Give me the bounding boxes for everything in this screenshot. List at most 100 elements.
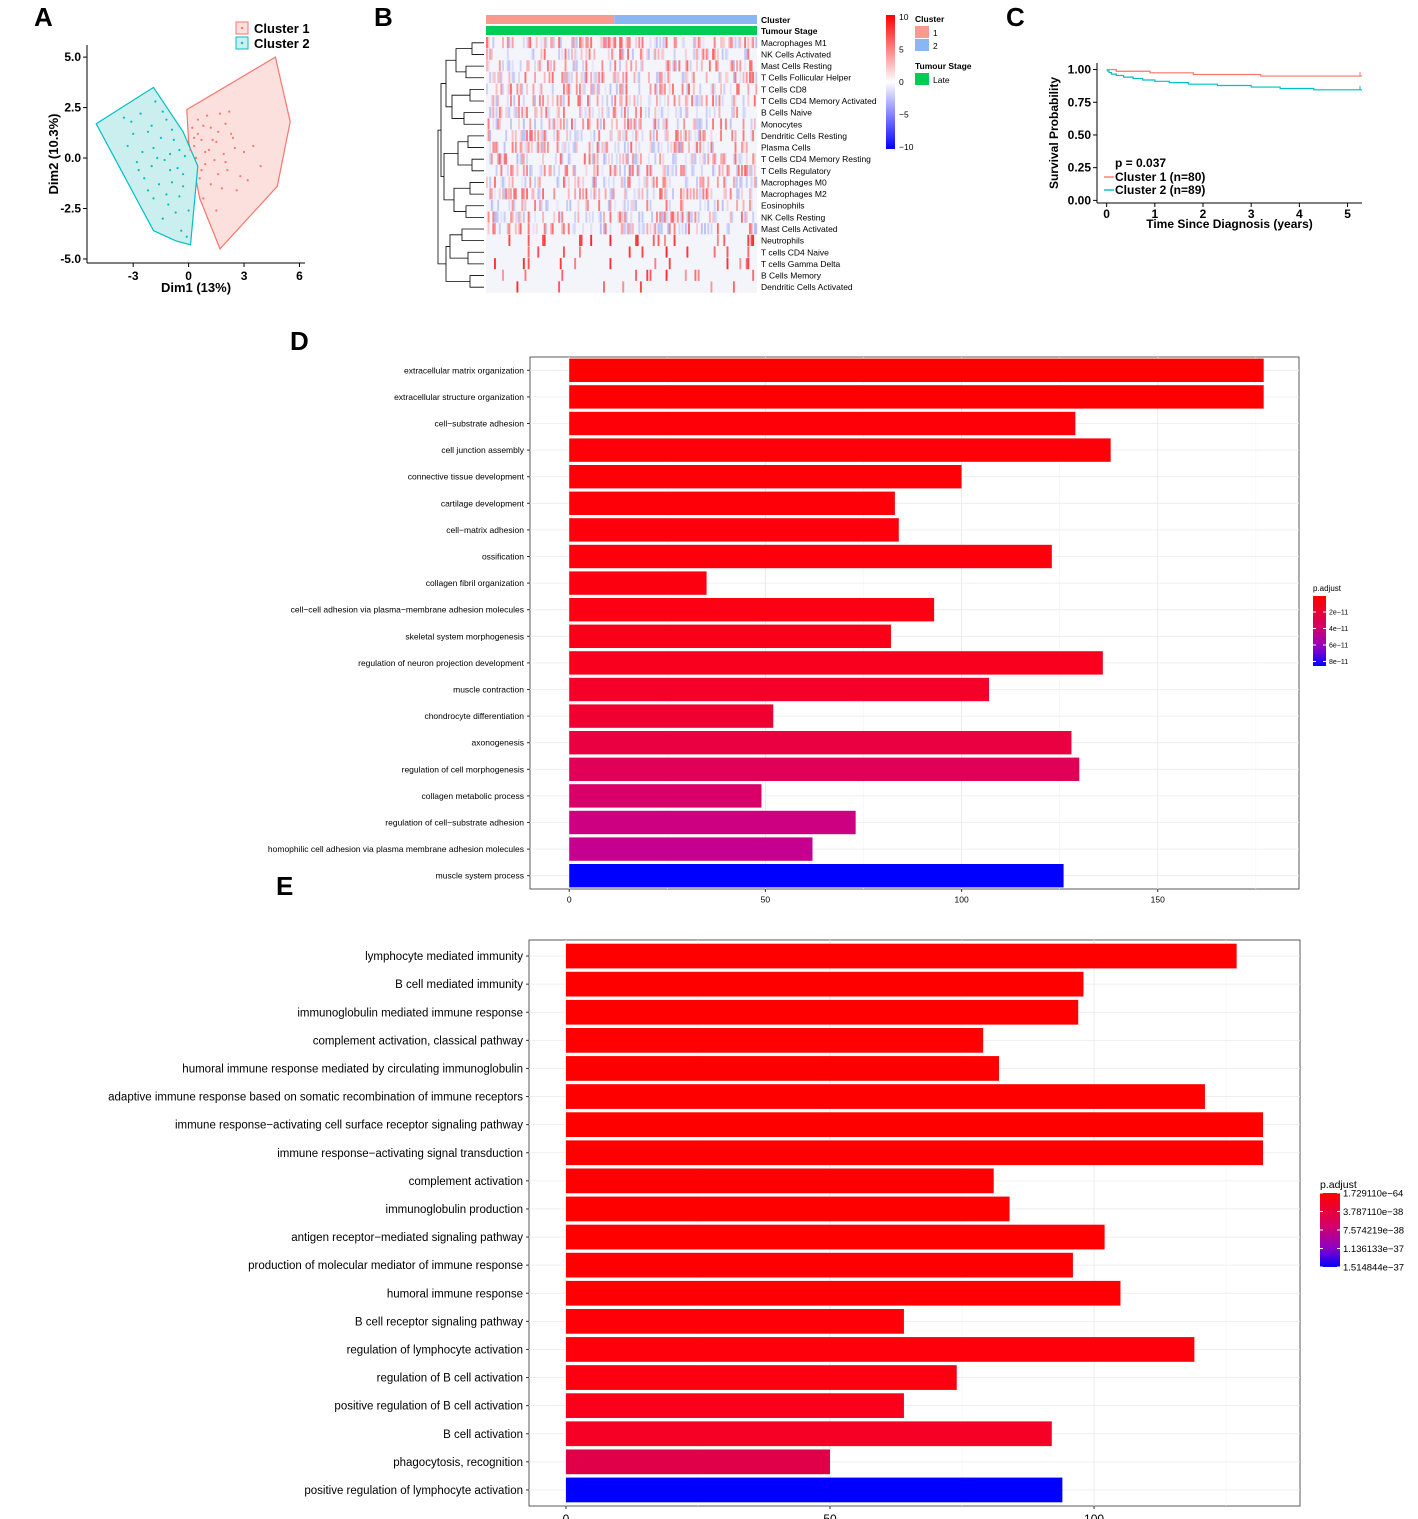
- heatmap-cell: [489, 176, 492, 188]
- heatmap-cell: [534, 199, 537, 212]
- heatmap-cell: [521, 176, 524, 188]
- heatmap-cell: [521, 83, 524, 95]
- legend-label: Cluster 2: [254, 36, 310, 51]
- heatmap-cell: [596, 165, 599, 177]
- heatmap-cell: [537, 188, 540, 200]
- heatmap-cell: [511, 60, 514, 72]
- heatmap-cell: [548, 60, 551, 72]
- heatmap-cell: [590, 37, 593, 49]
- heatmap-cell: [609, 83, 612, 95]
- heatmap-cell: [639, 95, 642, 107]
- scatter-point-cluster-1: [228, 110, 231, 113]
- heatmap-row-label: Mast Cells Activated: [761, 224, 838, 234]
- panel-letter-a: A: [34, 2, 53, 32]
- heatmap-cell: [684, 176, 687, 188]
- dendrogram-branch: [445, 59, 456, 108]
- heatmap-cell: [599, 118, 602, 130]
- legend-colorbar: [1320, 1193, 1340, 1267]
- heatmap-cell: [737, 188, 740, 200]
- heatmap-cell: [700, 48, 703, 60]
- heatmap-cell: [646, 176, 649, 188]
- heatmap-cell: [692, 188, 695, 200]
- heatmap-cell: [490, 188, 493, 200]
- heatmap-cell: [718, 106, 721, 118]
- heatmap-cell: [603, 153, 605, 165]
- p-value-annotation: p = 0.037: [1115, 156, 1166, 170]
- heatmap-cell: [524, 71, 527, 84]
- heatmap-row-label: B Cells Naive: [761, 108, 812, 118]
- heatmap-cell: [519, 141, 522, 153]
- heatmap-cell: [740, 165, 743, 177]
- scatter-point-cluster-2: [161, 217, 164, 220]
- heatmap-cell: [740, 176, 743, 188]
- panel-letter-b: B: [374, 2, 393, 32]
- heatmap-cell: [657, 106, 660, 118]
- heatmap-cell: [678, 141, 681, 153]
- heatmap-cell: [652, 188, 655, 200]
- heatmap-cell: [639, 60, 642, 72]
- heatmap-cell: [716, 199, 719, 212]
- heatmap-cell: [684, 60, 687, 72]
- heatmap-cell: [696, 48, 698, 60]
- category-label: positive regulation of lymphocyte activa…: [304, 1485, 523, 1497]
- scatter-point-cluster-1: [202, 124, 205, 127]
- heatmap-cell: [546, 199, 549, 212]
- heatmap-cell: [737, 153, 740, 165]
- scatter-point-cluster-1: [193, 136, 196, 139]
- heatmap-cell: [657, 118, 660, 130]
- heatmap-cell: [686, 188, 689, 200]
- heatmap-cell: [702, 153, 705, 165]
- heatmap-cell: [663, 188, 666, 200]
- heatmap-cell: [683, 118, 686, 130]
- category-label: regulation of lymphocyte activation: [347, 1344, 523, 1356]
- heatmap-cell: [639, 118, 642, 130]
- heatmap-cell: [627, 199, 630, 212]
- x-tick-label: 3: [1248, 207, 1255, 221]
- heatmap-cell: [487, 211, 490, 223]
- category-label: regulation of cell morphogenesis: [402, 764, 524, 774]
- heatmap-cell: [726, 48, 729, 60]
- heatmap-cell: [510, 188, 512, 200]
- heatmap-cell: [638, 118, 641, 130]
- heatmap-cell: [505, 106, 508, 118]
- dendrogram-branch: [443, 152, 458, 201]
- heatmap-cell: [607, 106, 610, 118]
- heatmap-cell: [657, 141, 660, 153]
- heatmap-cell: [572, 165, 575, 177]
- scatter-point-cluster-2: [185, 235, 188, 238]
- heatmap-cell: [564, 60, 567, 72]
- heatmap-cell: [543, 165, 546, 177]
- heatmap-cell: [612, 71, 615, 84]
- heatmap-cell: [745, 48, 748, 60]
- heatmap-cell: [631, 48, 634, 60]
- heatmap-cell: [489, 48, 492, 60]
- scatter-point-cluster-2: [146, 130, 150, 133]
- heatmap-cell: [667, 71, 670, 84]
- heatmap-cell: [625, 153, 628, 165]
- heatmap-cell: [508, 176, 511, 188]
- heatmap-cell: [620, 106, 623, 118]
- heatmap-cell: [627, 118, 630, 130]
- heatmap-cell: [550, 37, 553, 49]
- heatmap-cell: [750, 130, 753, 142]
- heatmap-cell: [535, 223, 538, 235]
- heatmap-cell: [713, 246, 716, 258]
- heatmap-cell: [567, 188, 570, 200]
- legend-swatch: [915, 26, 929, 38]
- x-tick-label: -3: [128, 269, 139, 283]
- heatmap-cell: [620, 176, 623, 188]
- heatmap-cell: [574, 176, 577, 188]
- heatmap-cell: [579, 106, 581, 118]
- heatmap-cell: [692, 83, 695, 95]
- heatmap-cell: [712, 141, 714, 153]
- legend-tick-label: 4e−11: [1329, 626, 1348, 633]
- heatmap-cell: [510, 165, 512, 177]
- heatmap-cell: [745, 176, 748, 188]
- heatmap-cell: [659, 83, 662, 95]
- heatmap-cell: [577, 199, 580, 212]
- heatmap-cell: [585, 165, 588, 177]
- heatmap-cell: [550, 165, 553, 177]
- heatmap-cell: [731, 130, 734, 142]
- heatmap-cell: [614, 165, 617, 177]
- heatmap-cell: [667, 95, 670, 107]
